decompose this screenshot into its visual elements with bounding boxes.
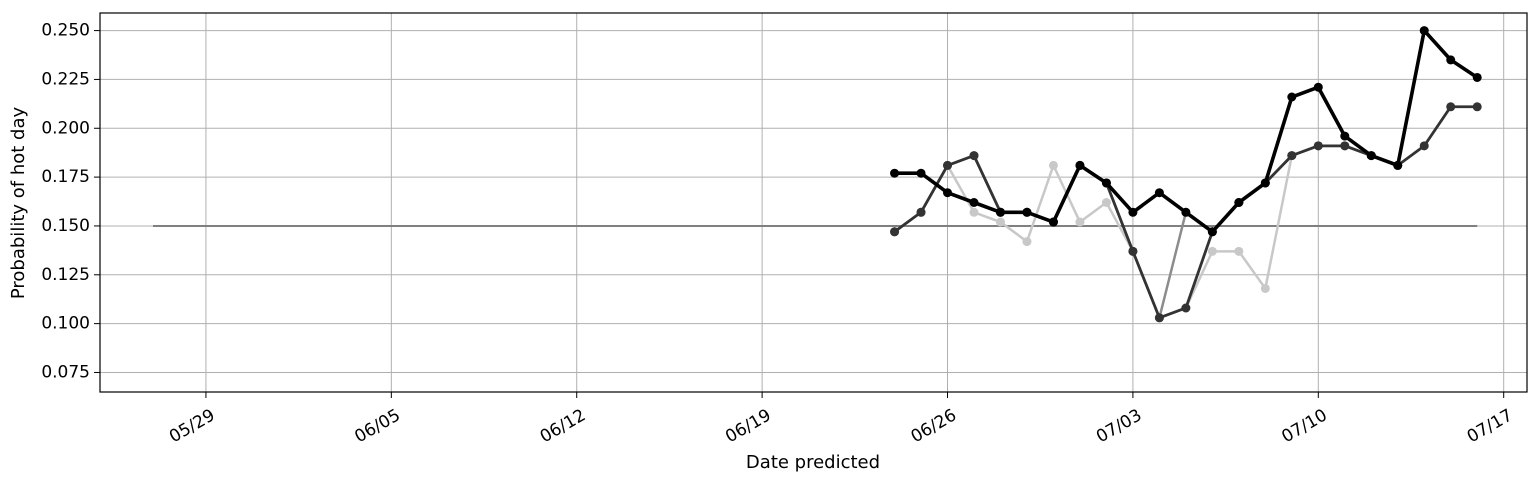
data-point bbox=[1313, 82, 1323, 92]
x-tick-label: 05/29 bbox=[166, 405, 218, 447]
data-point bbox=[1419, 141, 1429, 151]
x-tick-label: 06/05 bbox=[351, 405, 403, 447]
data-point bbox=[995, 217, 1005, 227]
grid bbox=[100, 13, 1527, 392]
data-point bbox=[1207, 227, 1217, 237]
y-tick-label: 0.125 bbox=[41, 265, 90, 285]
data-point bbox=[1234, 246, 1244, 256]
plot-frame bbox=[99, 12, 1528, 393]
series-3 bbox=[890, 26, 1482, 237]
y-tick-label: 0.225 bbox=[41, 69, 90, 89]
data-point bbox=[943, 160, 953, 170]
data-point bbox=[1260, 178, 1270, 188]
x-tick-label: 07/17 bbox=[1464, 405, 1516, 447]
data-point bbox=[1075, 217, 1085, 227]
y-axis-label: Probability of hot day bbox=[8, 107, 29, 300]
data-point bbox=[1154, 188, 1164, 198]
series-group bbox=[890, 26, 1482, 323]
data-point bbox=[1022, 237, 1032, 247]
data-point bbox=[1154, 313, 1164, 323]
data-point bbox=[1260, 283, 1270, 293]
data-point bbox=[1287, 92, 1297, 102]
data-point bbox=[1101, 198, 1111, 207]
data-point bbox=[943, 188, 953, 198]
data-point bbox=[1022, 207, 1032, 217]
data-point bbox=[1446, 55, 1456, 65]
y-tick-label: 0.100 bbox=[41, 314, 90, 334]
data-point bbox=[995, 207, 1005, 217]
data-point bbox=[890, 227, 900, 237]
data-point bbox=[1313, 141, 1323, 151]
data-point bbox=[1340, 131, 1350, 141]
x-tick-label: 07/10 bbox=[1278, 405, 1330, 447]
data-point bbox=[1446, 102, 1456, 112]
data-point bbox=[969, 198, 979, 207]
data-point bbox=[1128, 207, 1138, 217]
data-point bbox=[1234, 198, 1244, 207]
data-point bbox=[916, 207, 926, 217]
data-point bbox=[1207, 246, 1217, 256]
data-point bbox=[1472, 72, 1482, 82]
data-point bbox=[1340, 141, 1350, 151]
y-tick-label: 0.200 bbox=[41, 118, 90, 138]
data-point bbox=[1128, 246, 1138, 256]
data-point bbox=[1419, 26, 1429, 36]
series-line bbox=[893, 155, 1294, 320]
data-point bbox=[890, 168, 900, 178]
y-tick-label: 0.250 bbox=[41, 21, 90, 41]
series-line bbox=[893, 144, 1399, 320]
data-point bbox=[969, 151, 979, 161]
data-point bbox=[1048, 160, 1058, 170]
y-tick-label: 0.075 bbox=[41, 362, 90, 382]
series-line bbox=[894, 28, 1479, 234]
data-point bbox=[1287, 151, 1297, 161]
y-axis: 0.075 0.100 0.125 0.150 0.175 0.200 0.225 0.250 bbox=[41, 21, 100, 382]
data-point bbox=[1101, 178, 1111, 188]
data-point bbox=[1472, 102, 1482, 112]
x-tick-label: 06/26 bbox=[908, 405, 960, 447]
data-point bbox=[1181, 207, 1191, 217]
data-point bbox=[916, 168, 926, 178]
data-point bbox=[1181, 303, 1191, 313]
data-point bbox=[1393, 160, 1403, 170]
x-axis-label: Date predicted bbox=[746, 452, 880, 473]
data-point bbox=[1366, 151, 1376, 161]
series-1 bbox=[890, 141, 1403, 323]
x-axis: 05/29 06/05 06/12 06/19 06/26 07/03 07/10 07/17 bbox=[166, 392, 1516, 447]
data-point bbox=[1048, 217, 1058, 227]
x-tick-label: 06/19 bbox=[722, 405, 774, 447]
x-tick-label: 07/03 bbox=[1093, 405, 1145, 447]
y-tick-label: 0.150 bbox=[41, 216, 90, 236]
data-point bbox=[969, 207, 979, 217]
x-tick-label: 06/12 bbox=[537, 405, 589, 447]
data-point bbox=[1075, 160, 1085, 170]
y-tick-label: 0.175 bbox=[41, 167, 90, 187]
